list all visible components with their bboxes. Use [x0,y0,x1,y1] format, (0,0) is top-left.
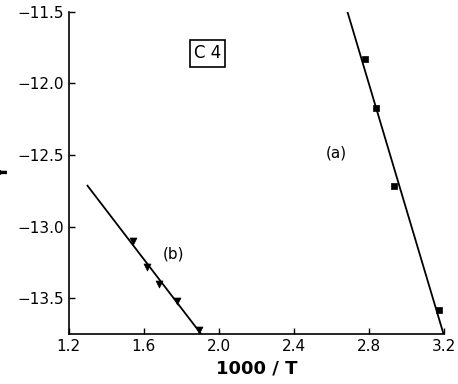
Point [173,298,180,304]
Point [362,56,369,62]
Point [390,183,397,189]
Text: (b): (b) [163,246,184,261]
Point [143,264,151,270]
X-axis label: 1000 / T: 1000 / T [216,359,297,377]
Point [156,281,163,287]
Y-axis label: Y: Y [0,166,11,179]
Point [130,238,137,244]
Text: (a): (a) [326,146,347,161]
Text: C 4: C 4 [194,45,221,63]
Point [372,104,379,111]
Point [435,307,442,313]
Point [196,327,203,333]
